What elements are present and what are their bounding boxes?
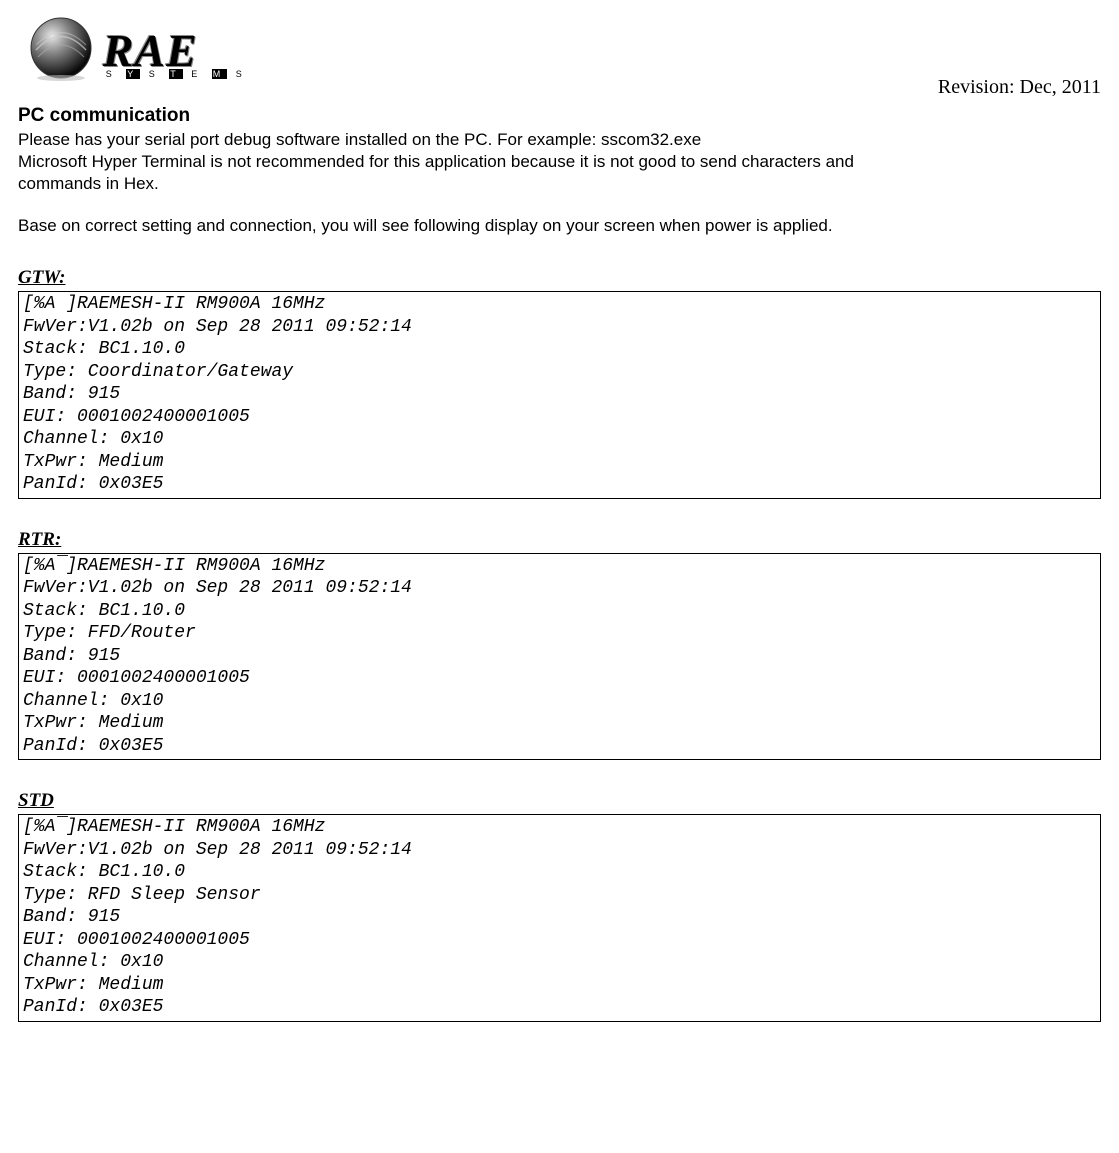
p1-line3: commands in Hex. [18,174,159,193]
rtr-line-5: EUI: 0001002400001005 [23,668,250,688]
std-line-2: Stack: BC1.10.0 [23,862,185,882]
std-line-7: TxPwr: Medium [23,975,163,995]
rtr-line-2: Stack: BC1.10.0 [23,601,185,621]
rtr-line-4: Band: 915 [23,646,120,666]
std-label: STD [18,790,1101,812]
p1-line1: Please has your serial port debug softwa… [18,130,701,149]
paragraph-2: Base on correct setting and connection, … [18,215,1101,237]
logo-text: RAE S Y S T E M S [103,24,248,79]
std-line-8: PanId: 0x03E5 [23,997,163,1017]
rtr-label: RTR: [18,529,1101,551]
std-line-5: EUI: 0001002400001005 [23,930,250,950]
std-line-1: FwVer:V1.02b on Sep 28 2011 09:52:14 [23,840,412,860]
gtw-line-6: Channel: 0x10 [23,429,163,449]
std-line-0: [%A¯]RAEMESH-II RM900A 16MHz [23,817,325,837]
rtr-line-7: TxPwr: Medium [23,713,163,733]
gtw-line-8: PanId: 0x03E5 [23,474,163,494]
gtw-line-5: EUI: 0001002400001005 [23,407,250,427]
p1-line2: Microsoft Hyper Terminal is not recommen… [18,152,854,171]
gtw-line-7: TxPwr: Medium [23,452,163,472]
gtw-line-2: Stack: BC1.10.0 [23,339,185,359]
std-line-4: Band: 915 [23,907,120,927]
rtr-line-3: Type: FFD/Router [23,623,196,643]
gtw-line-1: FwVer:V1.02b on Sep 28 2011 09:52:14 [23,317,412,337]
company-logo: RAE S Y S T E M S [28,15,248,86]
rtr-line-8: PanId: 0x03E5 [23,736,163,756]
std-line-3: Type: RFD Sleep Sensor [23,885,261,905]
header: RAE S Y S T E M S Revision: Dec, 2011 [18,10,1101,100]
gtw-line-3: Type: Coordinator/Gateway [23,362,293,382]
paragraph-1: Please has your serial port debug softwa… [18,129,1101,195]
rtr-line-6: Channel: 0x10 [23,691,163,711]
std-line-6: Channel: 0x10 [23,952,163,972]
gtw-label: GTW: [18,267,1101,289]
gtw-output-box: [%A ]RAEMESH-II RM900A 16MHz FwVer:V1.02… [18,291,1101,499]
sphere-icon [28,15,94,81]
rtr-line-0: [%A¯]RAEMESH-II RM900A 16MHz [23,556,325,576]
brand-sub: S Y S T E M S [106,69,248,79]
rtr-output-box: [%A¯]RAEMESH-II RM900A 16MHz FwVer:V1.02… [18,553,1101,761]
section-title: PC communication [18,105,1101,127]
std-output-box: [%A¯]RAEMESH-II RM900A 16MHz FwVer:V1.02… [18,814,1101,1022]
gtw-line-0: [%A ]RAEMESH-II RM900A 16MHz [23,294,325,314]
revision-label: Revision: Dec, 2011 [938,76,1101,99]
gtw-line-4: Band: 915 [23,384,120,404]
rtr-line-1: FwVer:V1.02b on Sep 28 2011 09:52:14 [23,578,412,598]
